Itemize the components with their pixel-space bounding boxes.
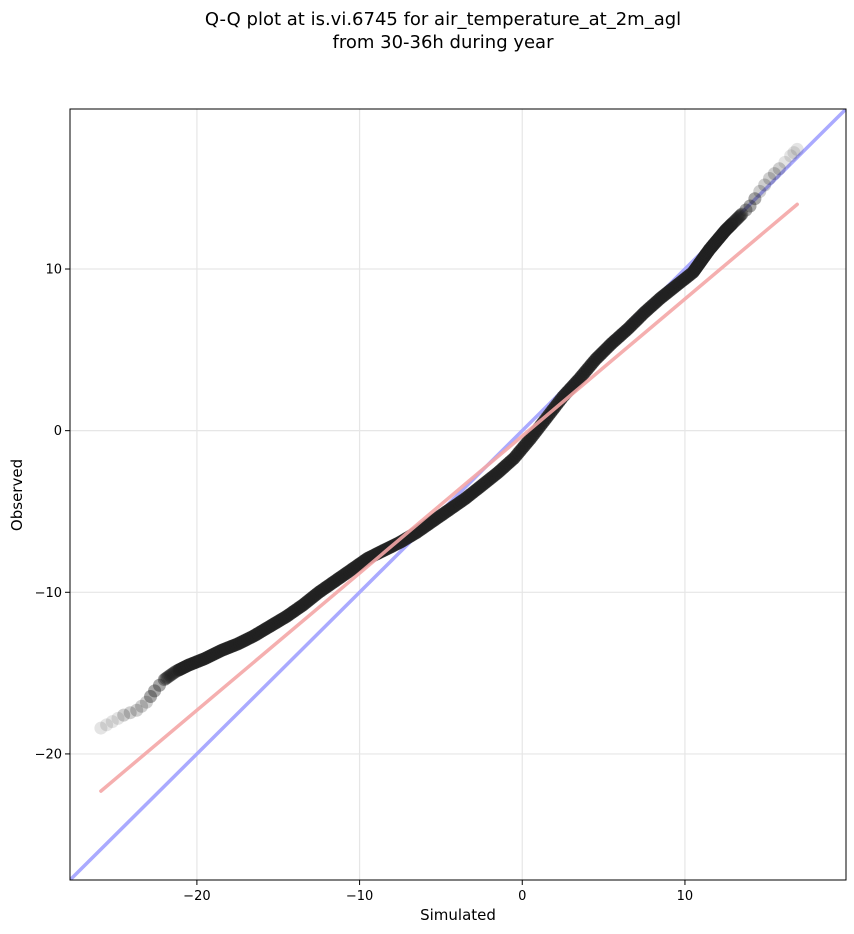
quantile-point <box>105 715 119 729</box>
quantile-point <box>111 711 125 725</box>
quantile-point <box>772 162 786 176</box>
quantile-point <box>123 706 137 720</box>
quantile-point <box>735 207 749 221</box>
y-axis-label: Observed <box>8 459 26 531</box>
quantile-point <box>743 199 757 213</box>
quantile-point <box>117 708 131 722</box>
quantile-point <box>144 690 158 704</box>
quantile-point <box>767 167 781 181</box>
quantile-point <box>731 211 745 225</box>
quantile-point <box>725 217 739 231</box>
quantile-point <box>728 214 742 228</box>
quantile-point <box>732 210 746 224</box>
quantile-point <box>130 703 144 717</box>
quantile-point <box>753 184 767 198</box>
quantile-point <box>778 155 792 169</box>
quantile-point <box>160 671 174 685</box>
quantile-point <box>726 216 740 230</box>
quantile-point <box>157 673 171 687</box>
y-tick-label: −10 <box>35 586 62 601</box>
quantile-point <box>139 695 153 709</box>
quantile-point <box>727 215 741 229</box>
fit-line <box>99 202 799 793</box>
quantile-point <box>162 670 176 684</box>
quantile-point <box>135 699 149 713</box>
y-tick-label: 10 <box>45 263 62 278</box>
quantile-point <box>729 213 743 227</box>
quantile-point <box>733 209 747 223</box>
quantile-point <box>790 142 804 156</box>
quantile-point <box>748 192 762 206</box>
x-tick-label: −10 <box>346 889 373 904</box>
quantile-point <box>739 203 753 217</box>
chart-title-line-2: from 30-36h during year <box>332 32 554 53</box>
plot-area <box>70 109 846 880</box>
x-tick-label: −20 <box>183 889 210 904</box>
quantile-points <box>94 142 804 735</box>
quantile-point <box>94 721 108 735</box>
quantile-point <box>734 208 748 222</box>
chart-title: Q-Q plot at is.vi.6745 for air_temperatu… <box>0 8 854 54</box>
quantile-point <box>784 149 798 163</box>
axes-ticks: −20 −10 0 10 −20 −10 0 10 <box>35 263 694 904</box>
quantile-point <box>763 172 777 186</box>
x-axis-label: Simulated <box>420 906 496 924</box>
x-tick-label: 0 <box>518 889 526 904</box>
plot-frame <box>69 108 847 881</box>
quantile-point <box>152 678 166 692</box>
quantile-point <box>730 212 744 226</box>
quantile-point <box>758 178 772 192</box>
y-tick-label: 0 <box>54 424 62 439</box>
y-tick-label: −20 <box>35 747 62 762</box>
quantile-point <box>159 672 173 686</box>
chart-title-line-1: Q-Q plot at is.vi.6745 for air_temperatu… <box>204 9 682 30</box>
quantile-point <box>787 146 801 160</box>
x-tick-label: 10 <box>677 889 694 904</box>
quantile-point <box>100 718 114 732</box>
quantile-point <box>148 684 162 698</box>
